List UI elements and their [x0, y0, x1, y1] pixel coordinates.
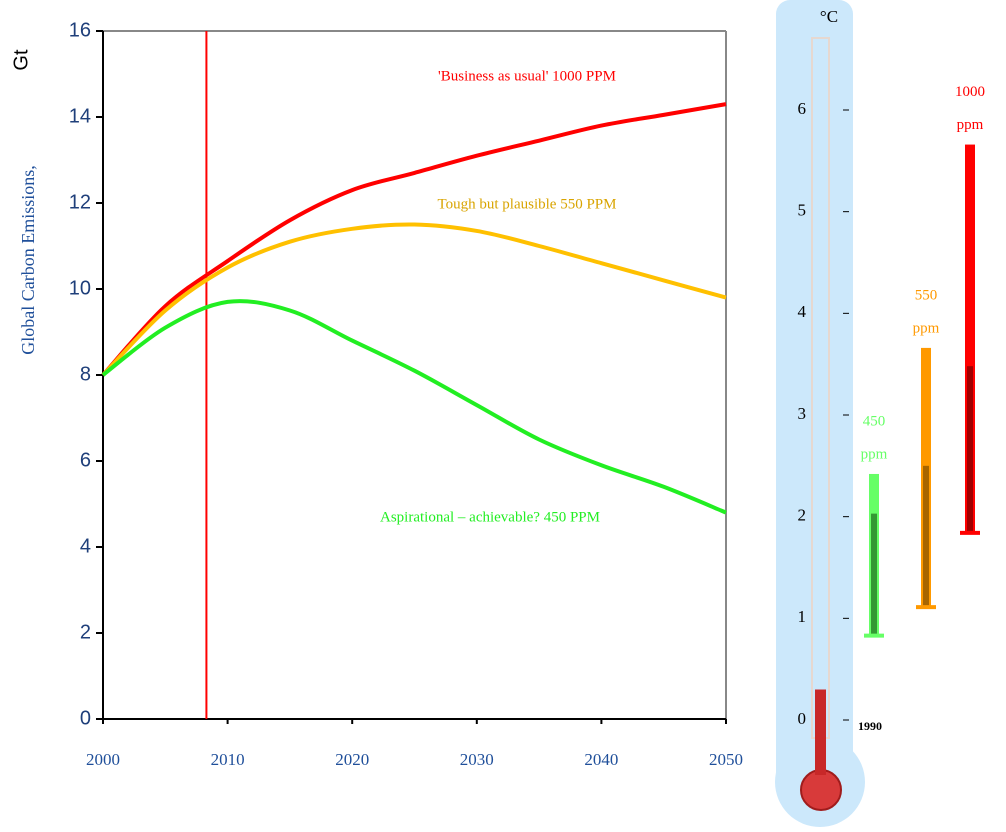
- y-tick-label: 0: [798, 709, 807, 728]
- y-tick-label: 5: [798, 201, 807, 220]
- y-tick-label: 0: [80, 707, 91, 729]
- y-tick-label: 2: [798, 506, 807, 525]
- x-tick-label: 2040: [584, 750, 618, 769]
- thermometer-bulb: [801, 770, 841, 810]
- range-label: 1000: [955, 84, 985, 100]
- x-tick-label: 2000: [86, 750, 120, 769]
- mercury: [815, 690, 826, 776]
- range-label: 450: [863, 413, 886, 429]
- x-tick-label: 2030: [460, 750, 494, 769]
- y-tick-label: 10: [69, 277, 91, 299]
- series-line: [103, 301, 726, 513]
- range-label: ppm: [913, 320, 940, 336]
- y-label: Global Carbon Emissions,: [18, 165, 38, 355]
- range-label: ppm: [957, 117, 984, 133]
- thermo-title: °C: [820, 7, 838, 26]
- series-label: Tough but plausible 550 PPM: [438, 196, 617, 212]
- y-tick-label: 16: [69, 19, 91, 41]
- y-tick-label: 8: [80, 363, 91, 385]
- y-unit: Gt: [10, 49, 32, 71]
- series-line: [103, 104, 726, 375]
- page: Gt Global Carbon Emissions, °C 1990 0 2 4 6…: [0, 0, 1006, 832]
- thermometer-body: [776, 0, 853, 790]
- series-label: 'Business as usual' 1000 PPM: [438, 68, 616, 84]
- y-tick-label: 2: [80, 621, 91, 643]
- x-tick-label: 2010: [211, 750, 245, 769]
- range-core: [923, 466, 929, 607]
- range-core: [871, 514, 877, 636]
- y-tick-label: 3: [798, 404, 807, 423]
- y-tick-label: 4: [798, 302, 807, 321]
- series-line: [103, 224, 726, 375]
- y-tick-label: 4: [80, 535, 91, 557]
- y-tick-label: 6: [80, 449, 91, 471]
- y-tick-label: 14: [69, 105, 91, 127]
- y-tick-label: 12: [69, 191, 91, 213]
- range-label: 550: [915, 287, 938, 303]
- range-core: [967, 366, 973, 533]
- y-tick-label: 6: [798, 99, 807, 118]
- y-tick-label: 1: [798, 607, 807, 626]
- series-label: Aspirational – achievable? 450 PPM: [380, 509, 600, 525]
- baseline-label: 1990: [858, 719, 882, 733]
- x-tick-label: 2020: [335, 750, 369, 769]
- x-tick-label: 2050: [709, 750, 743, 769]
- range-label: ppm: [861, 446, 888, 462]
